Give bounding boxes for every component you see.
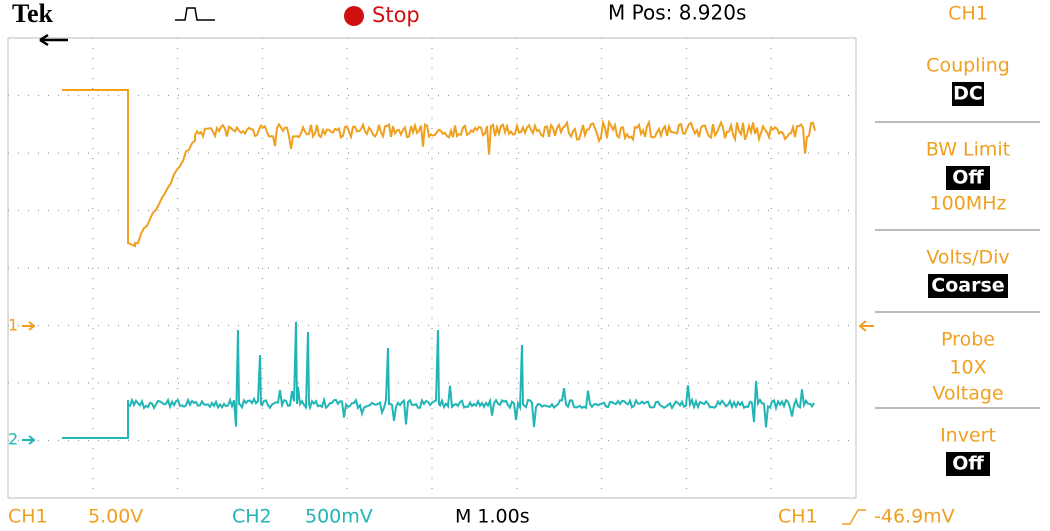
side-menu: Coupling DC BW Limit Off 100MHz Volts/Div Coar… [875,55,1040,476]
menu-label: Coupling [926,55,1010,77]
footer-ch2: CH2 [232,506,272,528]
brand: Tek [12,0,53,28]
footer-ch2-scale: 500mV [305,506,373,528]
footer-trigger-source: CH1 [778,506,818,528]
menu-option-bg [946,452,990,476]
menu-label: Volts/Div [926,247,1009,269]
ch1-marker: 1 [8,316,18,335]
menu-option: 10X [949,357,986,379]
menu-label: Probe [941,329,995,351]
menu-option: Off [952,453,984,475]
ch2-marker: 2 [8,430,18,449]
trigger-arrow [39,33,68,47]
footer-ch1-scale: 5.00V [88,506,143,528]
menu-label: BW Limit [926,139,1010,161]
trigger-slope [842,509,866,525]
footer-ch1: CH1 [8,506,48,528]
trigger-level-arrow [858,320,874,332]
menu-option: Coarse [931,275,1004,297]
stop-icon [344,6,364,26]
ch2-arrow [22,435,36,445]
footer-time: M 1.00s [455,506,530,528]
menu-label: Invert [940,425,996,447]
menu-option-bg [928,274,1008,298]
ch1-trace [62,89,816,248]
menu-option: Voltage [932,383,1003,405]
menu-option-bg [952,82,984,106]
menu-option: Off [952,167,984,189]
graticule-frame [7,37,857,499]
ch2-trace [62,321,815,439]
footer-trigger-level: -46.9mV [874,506,955,528]
ch1-arrow [22,321,36,331]
graticule [8,38,856,498]
menu-option-bg [946,166,990,190]
menu-option: 100MHz [930,193,1007,215]
acq-icon [175,7,215,21]
run-state: Stop [372,3,420,27]
menu-option: DC [953,83,983,105]
menu-channel: CH1 [948,3,988,25]
position: M Pos: 8.920s [608,1,746,25]
